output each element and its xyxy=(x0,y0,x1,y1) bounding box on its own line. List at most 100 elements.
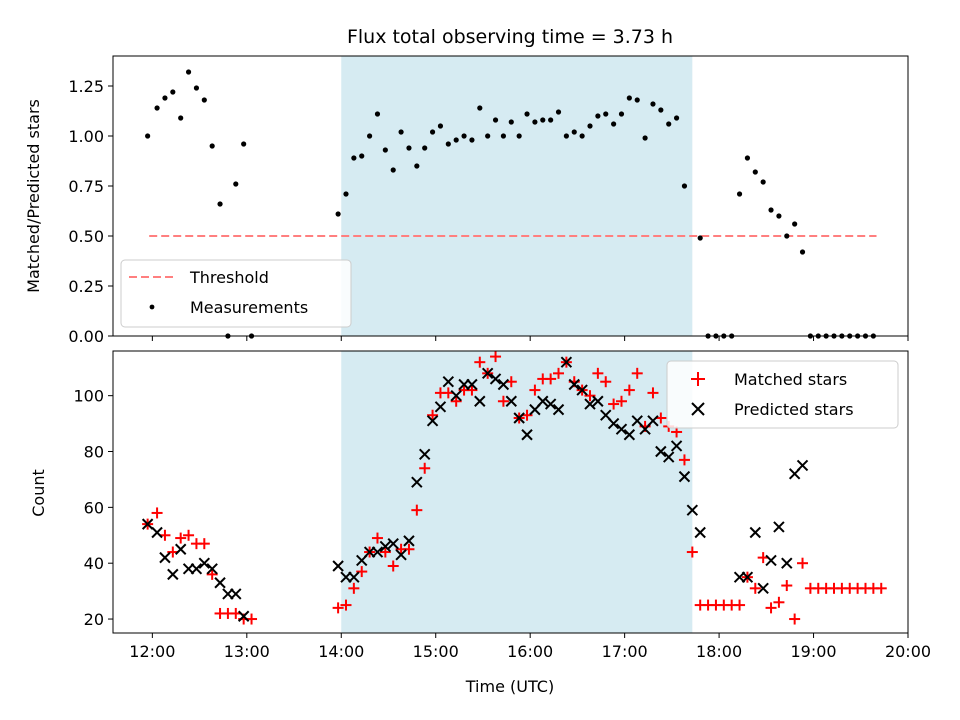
matched-point xyxy=(490,351,502,363)
measurement-point xyxy=(414,163,420,169)
matched-point xyxy=(151,507,163,519)
predicted-point xyxy=(411,476,423,488)
matched-point xyxy=(175,532,187,544)
measurement-point xyxy=(477,105,483,111)
measurement-point xyxy=(752,169,758,175)
measurement-point xyxy=(351,155,357,161)
predicted-point xyxy=(505,395,517,407)
y-tick-label: 0.75 xyxy=(68,177,104,196)
top-legend-box xyxy=(120,259,352,328)
measurement-point xyxy=(374,111,381,117)
predicted-point xyxy=(167,568,179,581)
predicted-point xyxy=(159,551,171,564)
legend-measurements-label: Measurements xyxy=(190,298,308,317)
bottom-legend: Matched stars Predicted stars xyxy=(666,360,899,429)
measurement-point xyxy=(193,85,200,91)
y-tick-label: 100 xyxy=(73,387,104,406)
chart-title: Flux total observing time = 3.73 h xyxy=(347,26,673,48)
measurement-point xyxy=(799,249,806,255)
measurement-point xyxy=(461,133,467,139)
predicted-point xyxy=(141,518,154,530)
y-tick-label: 1.25 xyxy=(68,77,104,96)
matched-point xyxy=(206,568,218,580)
predicted-point xyxy=(647,415,659,427)
predicted-point xyxy=(474,395,486,407)
matched-point xyxy=(497,395,509,407)
matched-point xyxy=(773,596,785,608)
predicted-point xyxy=(552,403,565,416)
y-tick-label: 0.00 xyxy=(68,327,104,346)
predicted-point xyxy=(174,543,187,555)
predicted-point xyxy=(481,367,494,380)
matched-point xyxy=(623,384,635,396)
y-tick-label: 80 xyxy=(84,443,104,462)
matched-point xyxy=(545,373,557,385)
predicted-point xyxy=(371,546,384,558)
matched-point xyxy=(600,376,612,388)
matched-point xyxy=(198,538,210,550)
matched-point xyxy=(749,582,761,594)
x-tick-label: 18:00 xyxy=(696,642,742,661)
measurement-point xyxy=(485,133,491,139)
matched-point xyxy=(592,367,604,379)
measurement-point xyxy=(469,137,475,143)
predicted-point xyxy=(497,378,510,391)
predicted-point xyxy=(489,373,502,385)
matched-point xyxy=(529,384,541,396)
bottom-plot-frame xyxy=(112,350,909,634)
measurement-point xyxy=(516,133,522,139)
measurement-point xyxy=(437,123,444,129)
predicted-point xyxy=(781,557,793,569)
predicted-point xyxy=(237,610,250,622)
predicted-point xyxy=(466,378,478,391)
predicted-point xyxy=(403,535,415,547)
matched-point xyxy=(734,599,746,611)
measurement-point xyxy=(492,117,499,123)
measurement-point xyxy=(162,95,168,101)
measurement-point xyxy=(642,135,648,141)
measurement-point xyxy=(626,95,632,101)
measurement-point xyxy=(784,233,790,239)
x-tick-label: 19:00 xyxy=(790,642,836,661)
y-tick-label: 40 xyxy=(84,554,104,573)
measurement-point xyxy=(760,179,766,185)
predicted-point xyxy=(655,445,667,458)
measurement-point xyxy=(508,119,514,125)
measurement-point xyxy=(744,155,751,161)
top-y-axis-label: Matched/Predicted stars xyxy=(24,99,43,293)
predicted-point xyxy=(537,395,549,407)
bottom-subplot: 20 40 60 80 100 12:00 13:00 14:00 15:00 16:00 17:… xyxy=(29,350,931,696)
matched-point xyxy=(608,398,620,410)
predicted-point xyxy=(568,378,580,391)
matched-point xyxy=(797,557,809,569)
predicted-point xyxy=(395,549,407,561)
predicted-point xyxy=(151,526,163,539)
top-x-axis xyxy=(151,336,909,341)
matched-point xyxy=(411,504,423,516)
legend-threshold-label: Threshold xyxy=(189,268,269,287)
measurement-point xyxy=(603,111,609,117)
measurement-point xyxy=(335,211,341,217)
measurement-point xyxy=(178,115,184,121)
matched-point xyxy=(387,560,399,572)
measurement-point xyxy=(241,141,247,147)
measurement-point xyxy=(343,191,349,197)
y-tick-label: 20 xyxy=(84,610,104,629)
matched-point xyxy=(348,582,360,594)
measurement-point xyxy=(548,117,554,123)
measurement-point xyxy=(445,141,451,147)
predicted-point xyxy=(694,526,706,539)
predicted-point xyxy=(686,504,699,516)
matched-point xyxy=(340,599,352,611)
bottom-marks xyxy=(141,351,887,625)
measurement-point xyxy=(792,221,798,227)
matched-point xyxy=(789,613,801,625)
matched-point xyxy=(553,367,565,379)
measurement-point xyxy=(154,105,160,111)
measurement-point xyxy=(673,115,680,121)
bottom-y-axis-label: Count xyxy=(29,469,48,517)
measurement-point xyxy=(681,183,688,189)
bottom-y-axis: 20 40 60 80 100 xyxy=(73,387,113,629)
measurement-point xyxy=(697,235,703,241)
measurement-point xyxy=(650,101,656,107)
